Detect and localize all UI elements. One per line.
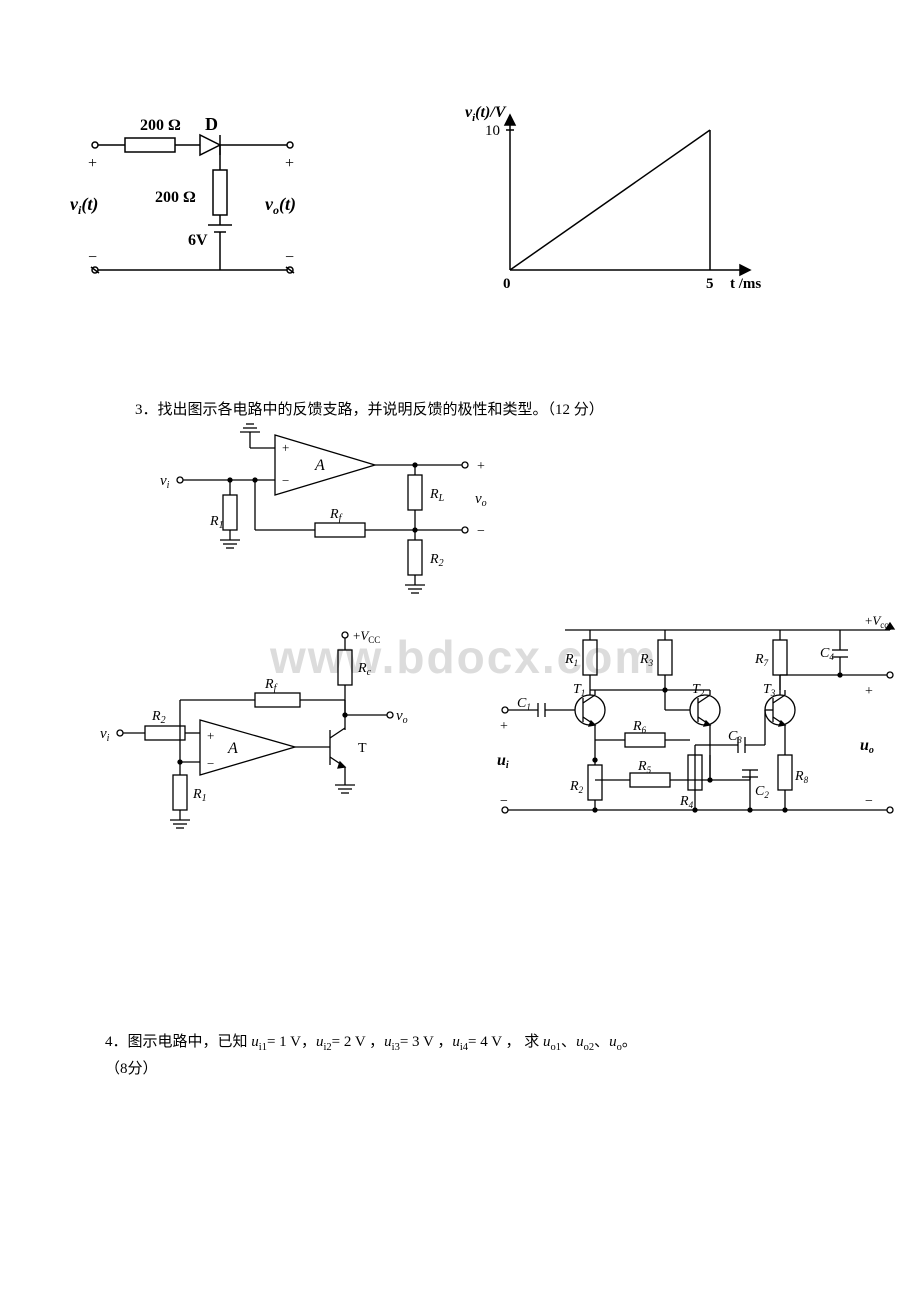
eq3: = 3 V ， [400, 1034, 453, 1050]
ui1: u [251, 1034, 259, 1050]
q4-number: 4． [105, 1034, 128, 1050]
figure1-container: 200 Ω D 200 Ω 6V + + vi(t) vo(t) − − [70, 110, 850, 310]
plus: + [282, 440, 289, 455]
uo: u [609, 1034, 617, 1050]
uo1s: o1 [551, 1042, 562, 1053]
minus-out: − [285, 249, 294, 266]
A-label-b: A [227, 740, 238, 757]
minus: − [282, 473, 289, 488]
R1-label: R1 [209, 514, 224, 531]
ui4: u [452, 1034, 460, 1050]
T1-c: T1 [573, 682, 585, 698]
vcc-c: +Vcc [865, 615, 888, 630]
R2-c: R2 [569, 779, 584, 795]
vout-label: vo(t) [265, 194, 296, 217]
uo1: u [543, 1034, 551, 1050]
ui2s: i2 [323, 1042, 331, 1053]
minus-o: − [477, 524, 485, 539]
minus-b: − [207, 756, 214, 771]
y-max: 10 [485, 123, 500, 139]
R1-c: R1 [564, 652, 578, 668]
figure1-graph: vi(t)/V 10 0 5 t /ms [430, 100, 790, 300]
question3-text: 3．找出图示各电路中的反馈支路，并说明反馈的极性和类型。（12 分） [135, 398, 604, 419]
r1-label: 200 Ω [140, 117, 181, 134]
sep1: 、 [561, 1034, 576, 1050]
ui4s: i4 [460, 1042, 468, 1053]
C2-c: C2 [755, 784, 769, 800]
R1-label-b: R1 [192, 787, 207, 804]
T-label: T [358, 741, 367, 756]
R3-c: R3 [639, 652, 654, 668]
ui-c: ui [497, 752, 509, 771]
vcc-label: +VCC [353, 628, 380, 645]
eq1: = 1 V， [267, 1034, 316, 1050]
circuit-3a: + − A vi R1 Rf RL R2 + vo − [155, 420, 535, 610]
R4-c: R4 [679, 794, 694, 810]
circuit-3c: +Vcc R1 R3 R7 C4 T1 T2 T3 C1 R6 C3 + ui … [470, 615, 910, 875]
Rf-label: Rf [329, 507, 343, 524]
C1-c: C1 [517, 696, 531, 712]
vi-label-b: vi [100, 726, 110, 744]
ui3: u [384, 1034, 392, 1050]
q3-body: 找出图示各电路中的反馈支路，并说明反馈的极性和类型。（12 分） [158, 402, 604, 418]
plus-out: + [285, 155, 294, 172]
plus-in: + [88, 155, 97, 172]
x-max: 5 [706, 276, 714, 292]
sep2: 、 [594, 1034, 609, 1050]
pts: （8分） [105, 1061, 158, 1077]
vi-label: vi [160, 473, 170, 491]
vo-label: vo [475, 491, 487, 509]
Rf-label-b: Rf [264, 677, 278, 694]
A-label: A [314, 457, 325, 474]
figure1-circuit: 200 Ω D 200 Ω 6V + + vi(t) vo(t) − − [70, 110, 340, 310]
C4-c: C4 [820, 646, 834, 662]
question4-text: 4．图示电路中，已知 ui1= 1 V，ui2= 2 V ，ui3= 3 V ，… [105, 1030, 845, 1081]
uo-c: uo [860, 737, 874, 756]
T2-c: T2 [692, 682, 705, 698]
vin-label: vi(t) [70, 194, 98, 217]
R8-c: R8 [794, 769, 809, 785]
minus-in: − [88, 249, 97, 266]
RL-label: RL [429, 487, 445, 504]
plus-ic: + [500, 719, 508, 734]
minus-oc: − [865, 794, 873, 809]
plus-oc: + [865, 684, 873, 699]
origin: 0 [503, 276, 511, 292]
plus-o: + [477, 459, 485, 474]
q3-number: 3． [135, 402, 158, 418]
uo2: u [576, 1034, 584, 1050]
vo-label-b: vo [396, 708, 408, 726]
ui1s: i1 [259, 1042, 267, 1053]
eq2: = 2 V ， [332, 1034, 385, 1050]
R2-label: R2 [429, 552, 444, 569]
R5-c: R5 [637, 759, 652, 775]
Rc-label: Rc [357, 661, 372, 678]
y-axis-label: vi(t)/V [465, 104, 507, 124]
end: 。 [622, 1034, 637, 1050]
ui3s: i3 [392, 1042, 400, 1053]
circuit-3b: +VCC Rc Rf vo T vi R2 R1 + − A [100, 620, 450, 870]
R6-c: R6 [632, 719, 647, 735]
q4-p1: 图示电路中，已知 [128, 1034, 252, 1050]
minus-ic: − [500, 794, 508, 809]
R7-c: R7 [754, 652, 769, 668]
x-axis-label: t /ms [730, 276, 761, 292]
R2-label-b: R2 [151, 709, 166, 726]
uo2s: o2 [584, 1042, 595, 1053]
T3-c: T3 [763, 682, 776, 698]
eq4: = 4 V ， 求 [468, 1034, 543, 1050]
diode-label: D [205, 114, 218, 134]
C3-c: C3 [728, 729, 742, 745]
plus-b: + [207, 728, 214, 743]
r2-label: 200 Ω [155, 189, 196, 206]
battery-label: 6V [188, 232, 208, 249]
question3-circuits: + − A vi R1 Rf RL R2 + vo − [130, 420, 910, 920]
